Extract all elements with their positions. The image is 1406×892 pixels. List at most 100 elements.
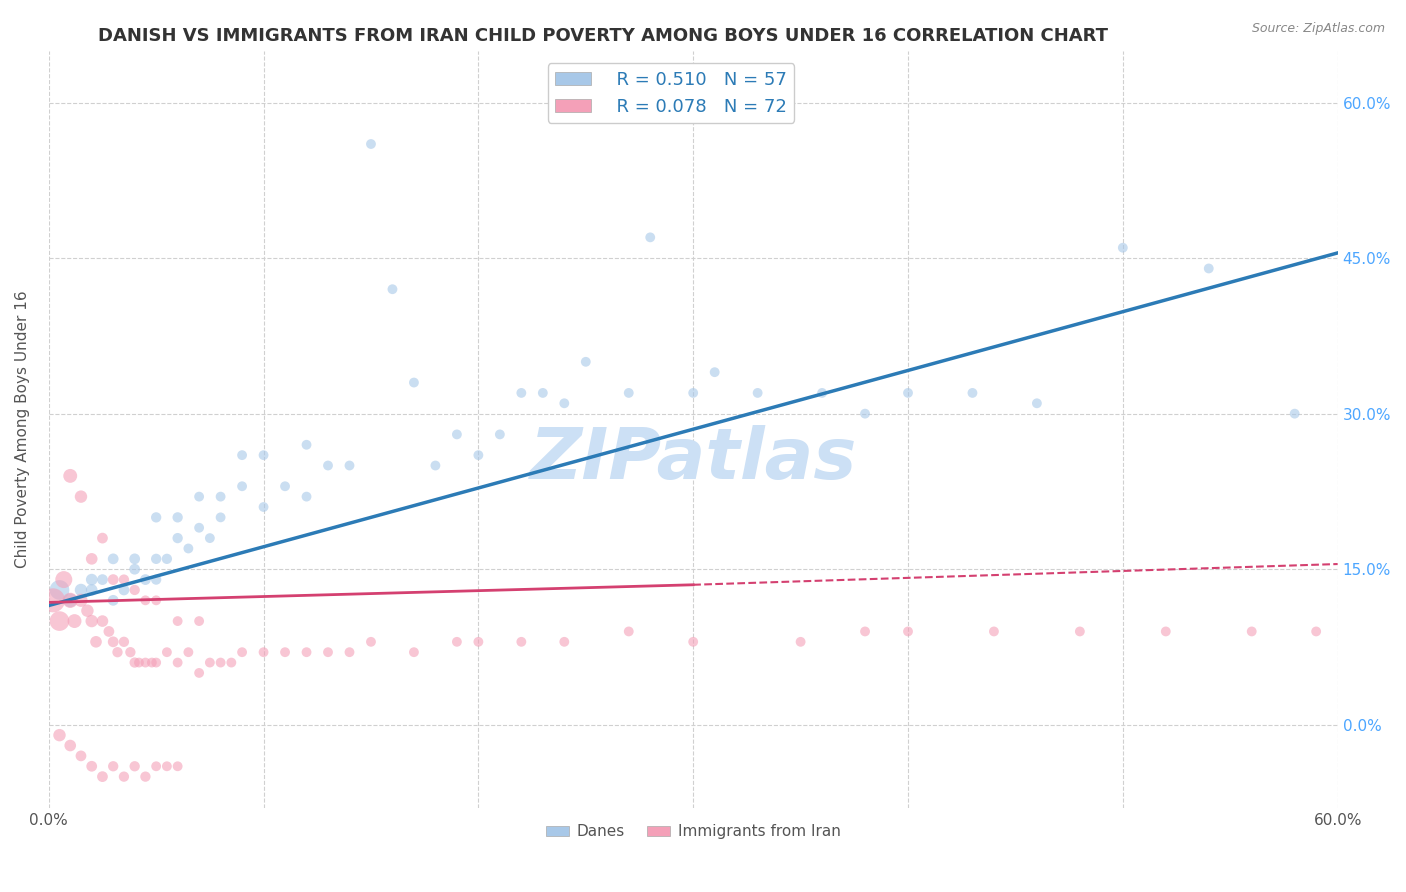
- Point: [128, 656, 150, 670]
- Point: [166, 759, 188, 773]
- Point: [112, 770, 135, 784]
- Point: [59, 593, 82, 607]
- Point: [42, 593, 65, 607]
- Point: [316, 645, 339, 659]
- Point: [231, 645, 253, 659]
- Point: [897, 385, 920, 400]
- Point: [853, 624, 876, 639]
- Point: [1025, 396, 1047, 410]
- Point: [962, 385, 984, 400]
- Point: [70, 490, 93, 504]
- Point: [80, 582, 103, 597]
- Point: [124, 582, 146, 597]
- Point: [59, 739, 82, 753]
- Point: [1240, 624, 1263, 639]
- Point: [467, 448, 489, 462]
- Point: [1154, 624, 1177, 639]
- Point: [70, 582, 93, 597]
- Point: [156, 552, 179, 566]
- Point: [107, 645, 129, 659]
- Point: [103, 759, 125, 773]
- Point: [425, 458, 447, 473]
- Point: [177, 645, 200, 659]
- Point: [177, 541, 200, 556]
- Point: [274, 645, 297, 659]
- Point: [145, 593, 167, 607]
- Point: [360, 136, 382, 151]
- Point: [145, 573, 167, 587]
- Point: [59, 469, 82, 483]
- Point: [252, 645, 274, 659]
- Point: [489, 427, 512, 442]
- Legend: Danes, Immigrants from Iran: Danes, Immigrants from Iran: [540, 818, 846, 846]
- Point: [112, 573, 135, 587]
- Point: [112, 582, 135, 597]
- Point: [59, 593, 82, 607]
- Point: [48, 728, 70, 742]
- Point: [1069, 624, 1091, 639]
- Point: [145, 656, 167, 670]
- Point: [360, 635, 382, 649]
- Point: [339, 458, 361, 473]
- Point: [381, 282, 404, 296]
- Point: [682, 385, 704, 400]
- Point: [134, 593, 156, 607]
- Point: [789, 635, 811, 649]
- Point: [91, 770, 114, 784]
- Point: [124, 552, 146, 566]
- Point: [575, 355, 598, 369]
- Point: [76, 604, 98, 618]
- Point: [124, 656, 146, 670]
- Point: [166, 656, 188, 670]
- Point: [295, 490, 318, 504]
- Point: [124, 759, 146, 773]
- Point: [145, 759, 167, 773]
- Point: [103, 593, 125, 607]
- Point: [209, 490, 232, 504]
- Point: [103, 573, 125, 587]
- Point: [145, 510, 167, 524]
- Point: [402, 645, 425, 659]
- Point: [48, 614, 70, 628]
- Point: [97, 624, 120, 639]
- Point: [120, 645, 142, 659]
- Point: [295, 438, 318, 452]
- Point: [897, 624, 920, 639]
- Point: [221, 656, 243, 670]
- Point: [446, 635, 468, 649]
- Point: [747, 385, 769, 400]
- Point: [209, 510, 232, 524]
- Point: [510, 385, 533, 400]
- Point: [1112, 241, 1135, 255]
- Point: [80, 759, 103, 773]
- Point: [553, 396, 575, 410]
- Point: [70, 593, 93, 607]
- Point: [198, 656, 221, 670]
- Point: [156, 645, 179, 659]
- Point: [402, 376, 425, 390]
- Point: [316, 458, 339, 473]
- Point: [209, 656, 232, 670]
- Point: [91, 573, 114, 587]
- Point: [1198, 261, 1220, 276]
- Point: [188, 490, 211, 504]
- Point: [252, 500, 274, 514]
- Point: [91, 531, 114, 545]
- Point: [295, 645, 318, 659]
- Point: [103, 552, 125, 566]
- Point: [141, 656, 163, 670]
- Point: [467, 635, 489, 649]
- Point: [48, 582, 70, 597]
- Point: [91, 614, 114, 628]
- Point: [124, 562, 146, 576]
- Point: [84, 635, 107, 649]
- Point: [1284, 407, 1306, 421]
- Point: [145, 552, 167, 566]
- Point: [52, 573, 75, 587]
- Point: [134, 770, 156, 784]
- Point: [188, 665, 211, 680]
- Point: [682, 635, 704, 649]
- Text: DANISH VS IMMIGRANTS FROM IRAN CHILD POVERTY AMONG BOYS UNDER 16 CORRELATION CHA: DANISH VS IMMIGRANTS FROM IRAN CHILD POV…: [98, 27, 1108, 45]
- Point: [703, 365, 725, 379]
- Text: ZIPatlas: ZIPatlas: [530, 425, 856, 494]
